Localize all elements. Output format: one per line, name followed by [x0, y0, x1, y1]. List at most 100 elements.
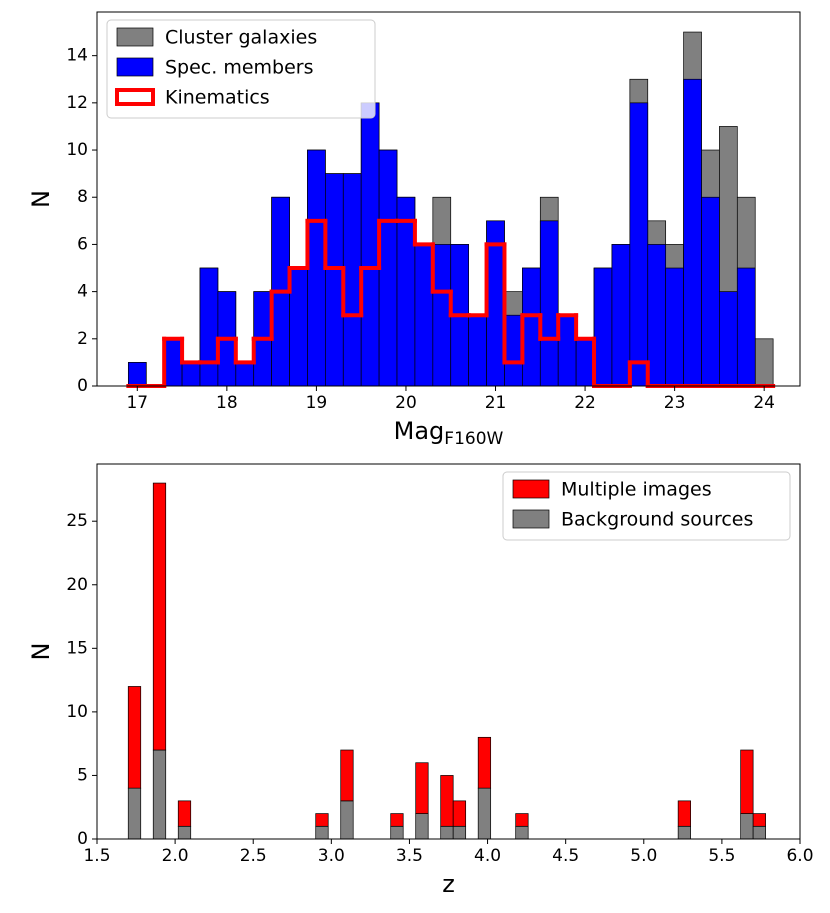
- legend-label: Spec. members: [165, 57, 314, 79]
- x-tick-label: 4.5: [552, 846, 579, 866]
- y-tick-label: 5: [77, 765, 88, 785]
- x-tick-label: 6.0: [786, 846, 813, 866]
- x-tick-label: 24: [753, 393, 775, 413]
- bar: [325, 173, 344, 387]
- bar: [504, 314, 523, 387]
- bar: [647, 244, 667, 387]
- bar: [235, 362, 255, 387]
- bar: [307, 149, 326, 387]
- bar: [390, 825, 404, 840]
- y-tick-label: 20: [66, 575, 88, 595]
- bar: [515, 813, 529, 827]
- legend-swatch: [116, 57, 154, 77]
- bar: [340, 800, 354, 840]
- bar: [390, 813, 404, 827]
- x-axis-label: MagF160W: [394, 417, 504, 449]
- bar: [340, 749, 354, 802]
- x-tick-label: 22: [574, 393, 596, 413]
- bar: [629, 102, 649, 387]
- bar: [611, 244, 631, 387]
- bar: [163, 338, 183, 387]
- x-tick-label: 3.0: [318, 846, 345, 866]
- bar: [452, 800, 467, 827]
- bar: [396, 196, 416, 387]
- x-tick-label: 18: [216, 393, 238, 413]
- legend-frame: [502, 471, 791, 541]
- x-tick-label: 19: [306, 393, 328, 413]
- bar: [199, 267, 219, 387]
- bar: [477, 787, 492, 840]
- x-tick-label: 1.5: [83, 846, 110, 866]
- legend-label: Background sources: [561, 509, 753, 531]
- x-tick-label: 21: [485, 393, 507, 413]
- x-tick-label: 2.5: [240, 846, 267, 866]
- x-tick-label: 5.0: [630, 846, 657, 866]
- axes-frame: [96, 463, 801, 840]
- bar: [127, 686, 142, 789]
- bar: [315, 813, 329, 827]
- bar: [315, 825, 329, 840]
- bar: [740, 749, 754, 814]
- bar: [432, 244, 452, 387]
- bar: [477, 736, 492, 789]
- legend-label: Kinematics: [165, 87, 270, 109]
- legend-swatch: [116, 27, 154, 47]
- bar: [677, 825, 691, 840]
- bar: [701, 196, 720, 387]
- legend-label: Multiple images: [561, 479, 712, 501]
- bar: [181, 362, 201, 387]
- plot: [127, 482, 766, 840]
- bar: [593, 267, 613, 387]
- bar: [522, 267, 541, 387]
- bar: [752, 813, 766, 827]
- x-tick-label: 3.5: [396, 846, 423, 866]
- y-tick-label: 10: [66, 140, 88, 160]
- bar: [289, 267, 308, 387]
- y-tick-label: 6: [77, 234, 88, 254]
- bar: [415, 762, 429, 814]
- bar: [665, 267, 684, 387]
- bar: [736, 267, 756, 387]
- bar: [575, 338, 595, 387]
- y-tick-label: 0: [77, 376, 88, 396]
- bar: [440, 825, 454, 840]
- x-tick-label: 5.5: [708, 846, 735, 866]
- bar: [719, 291, 738, 387]
- bar: [360, 102, 380, 387]
- legend-frame: [106, 19, 376, 119]
- x-tick-label: 2.0: [162, 846, 189, 866]
- y-tick-label: 25: [66, 511, 88, 531]
- bar: [740, 813, 754, 840]
- bar: [415, 813, 429, 840]
- bar: [677, 800, 691, 827]
- bar: [152, 482, 167, 751]
- x-tick-label: 23: [664, 393, 686, 413]
- bar: [414, 244, 434, 387]
- x-axis-label-main: z: [442, 870, 455, 898]
- x-axis-label-sub: F160W: [444, 429, 503, 449]
- x-tick-label: 4.0: [474, 846, 501, 866]
- y-tick-label: 8: [77, 187, 88, 207]
- y-axis-label: N: [27, 190, 55, 208]
- bar: [177, 800, 192, 827]
- y-tick-label: 12: [66, 93, 88, 113]
- bar: [539, 220, 559, 387]
- bar: [127, 787, 142, 840]
- bar: [127, 362, 147, 387]
- bar: [515, 825, 529, 840]
- bar: [752, 825, 766, 840]
- axes-frame: [96, 11, 801, 387]
- y-axis-label: N: [27, 643, 55, 661]
- x-axis-label: z: [442, 870, 455, 898]
- x-tick-label: 20: [395, 393, 417, 413]
- x-axis-label-main: Mag: [394, 417, 445, 445]
- bar: [683, 78, 702, 387]
- bar: [342, 173, 362, 387]
- y-tick-label: 10: [66, 702, 88, 722]
- bar: [177, 825, 192, 840]
- bar: [557, 314, 577, 387]
- x-tick-label: 17: [126, 393, 148, 413]
- legend-swatch: [115, 88, 155, 106]
- legend-swatch: [512, 509, 550, 529]
